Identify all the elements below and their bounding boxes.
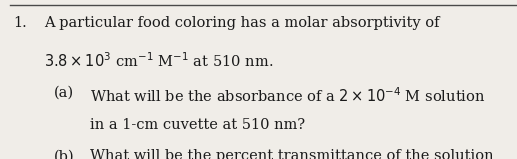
Text: What will be the absorbance of a $2 \times 10^{-4}$ M solution: What will be the absorbance of a $2 \tim… [90,86,486,105]
Text: A particular food coloring has a molar absorptivity of: A particular food coloring has a molar a… [44,16,439,30]
Text: in a 1-cm cuvette at 510 nm?: in a 1-cm cuvette at 510 nm? [90,118,306,132]
Text: 1.: 1. [13,16,27,30]
Text: (a): (a) [54,86,74,100]
Text: (b): (b) [54,149,75,159]
Text: $3.8 \times 10^{3}$ cm$^{-1}$ M$^{-1}$ at 510 nm.: $3.8 \times 10^{3}$ cm$^{-1}$ M$^{-1}$ a… [44,51,273,70]
Text: What will be the percent transmittance of the solution: What will be the percent transmittance o… [90,149,494,159]
